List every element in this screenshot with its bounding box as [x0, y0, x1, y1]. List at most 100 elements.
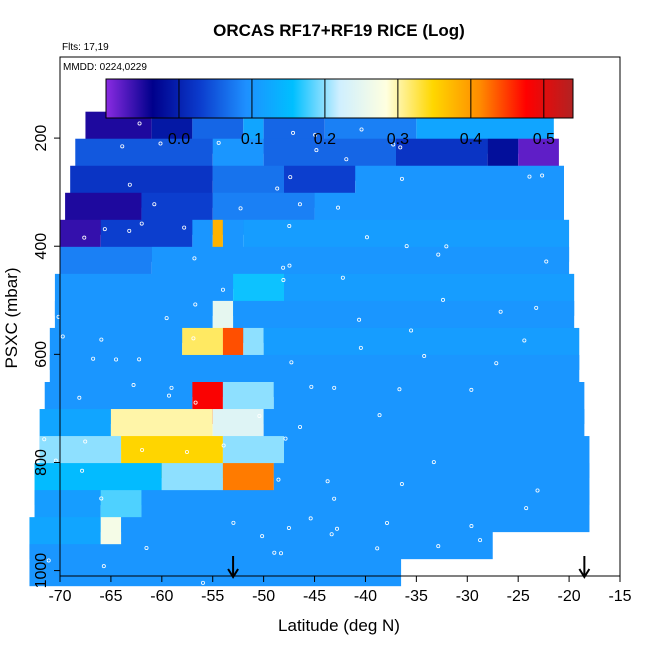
- measurement-point: [375, 546, 380, 551]
- measurement-point: [283, 436, 288, 441]
- measurement-point: [281, 278, 286, 283]
- measurement-point: [91, 356, 96, 361]
- measurement-point: [329, 532, 334, 537]
- measurement-point: [101, 564, 106, 569]
- x-tick-label: -35: [405, 588, 428, 605]
- measurement-point: [431, 460, 436, 465]
- measurement-point: [540, 173, 545, 178]
- measurement-point: [139, 221, 144, 226]
- measurement-point: [340, 275, 345, 280]
- measurement-point: [102, 227, 107, 232]
- measurement-point: [469, 524, 474, 529]
- measurement-point: [364, 235, 369, 240]
- measurement-point: [287, 224, 292, 229]
- measurement-point: [144, 545, 149, 550]
- measurement-point: [498, 309, 503, 314]
- x-tick-label: -15: [608, 588, 631, 605]
- y-tick-label: 400: [33, 233, 50, 260]
- y-tick-label: 800: [33, 449, 50, 476]
- measurement-point: [391, 142, 396, 147]
- flight-marker-arrowhead: [578, 568, 591, 579]
- x-tick-label: -50: [252, 588, 275, 605]
- measurement-point: [534, 305, 539, 310]
- measurement-point: [152, 202, 157, 207]
- y-axis: 200 400 600 800 1000: [33, 125, 60, 589]
- arrows: [227, 556, 591, 579]
- measurement-point: [436, 544, 441, 549]
- x-tick-label: -30: [456, 588, 479, 605]
- measurement-point: [291, 130, 296, 135]
- colorbar: 0.0 0.1 0.2 0.3 0.4 0.5: [105, 78, 574, 148]
- measurement-point: [193, 302, 198, 307]
- measurement-point: [469, 387, 474, 392]
- measurement-point: [332, 385, 337, 390]
- measurement-point: [99, 496, 104, 501]
- measurement-point: [288, 175, 293, 180]
- plot-area: [29, 111, 590, 587]
- measurement-point: [399, 176, 404, 181]
- measurement-point: [279, 551, 284, 556]
- measurement-point: [399, 482, 404, 487]
- x-tick-label: -70: [48, 588, 71, 605]
- x-tick-label: -65: [99, 588, 122, 605]
- chart-title: ORCAS RF17+RF19 RICE (Log): [213, 21, 465, 40]
- measurement-point: [127, 182, 132, 187]
- measurement-point: [220, 287, 225, 292]
- y-tick-label: 600: [33, 341, 50, 368]
- measurement-point: [336, 205, 341, 210]
- measurement-point: [325, 479, 330, 484]
- measurement-point: [289, 360, 294, 365]
- measurement-point: [314, 148, 319, 153]
- measurement-point: [544, 259, 549, 264]
- colorbar-tick-label: 0.4: [460, 131, 482, 148]
- measurement-point: [422, 354, 427, 359]
- colorbar-gradient: [105, 78, 574, 119]
- colorbar-tick-label: 0.0: [168, 131, 190, 148]
- measurement-point: [137, 357, 142, 362]
- x-tick-label: -60: [150, 588, 173, 605]
- measurement-point: [200, 580, 205, 585]
- colorbar-tick-label: 0.3: [387, 131, 409, 148]
- x-tick-label: -25: [507, 588, 530, 605]
- measurement-points: [42, 121, 549, 585]
- x-axis: -70 -65 -60 -55 -50 -45 -40 -35 -30 -25 -20 -15: [48, 576, 632, 605]
- measurement-point: [140, 448, 145, 453]
- y-tick-label: 200: [33, 125, 50, 152]
- colorbar-tick-label: 0.5: [533, 131, 555, 148]
- x-tick-label: -40: [354, 588, 377, 605]
- measurement-point: [309, 384, 314, 389]
- measurement-point: [397, 387, 402, 392]
- measurement-point: [524, 506, 529, 511]
- measurement-point: [260, 534, 265, 539]
- measurement-point: [494, 361, 499, 366]
- plot-frame: [59, 56, 621, 577]
- measurement-point: [131, 383, 136, 388]
- measurement-point: [137, 121, 142, 126]
- measurement-point: [308, 516, 313, 521]
- measurement-point: [409, 328, 414, 333]
- measurement-point: [216, 140, 221, 145]
- measurement-point: [158, 141, 163, 146]
- measurement-point: [522, 338, 527, 343]
- x-tick-label: -55: [201, 588, 224, 605]
- measurement-point: [182, 225, 187, 230]
- measurement-point: [344, 157, 349, 162]
- flights-label: Flts: 17,19: [62, 42, 109, 53]
- heatmap-cell: [212, 219, 223, 262]
- measurement-point: [231, 520, 236, 525]
- measurement-point: [193, 400, 198, 405]
- measurement-point: [80, 468, 85, 473]
- measurement-point: [167, 393, 172, 398]
- y-tick-label: 1000: [33, 553, 50, 589]
- measurement-point: [281, 265, 286, 270]
- heatmap-cell: [29, 544, 402, 587]
- measurement-point: [313, 132, 318, 137]
- measurement-point: [385, 520, 390, 525]
- measurement-point: [398, 145, 403, 150]
- measurement-point: [275, 186, 280, 191]
- measurement-point: [169, 385, 174, 390]
- measurement-point: [441, 297, 446, 302]
- measurement-point: [535, 488, 540, 493]
- measurement-point: [257, 413, 262, 418]
- measurement-point: [332, 496, 337, 501]
